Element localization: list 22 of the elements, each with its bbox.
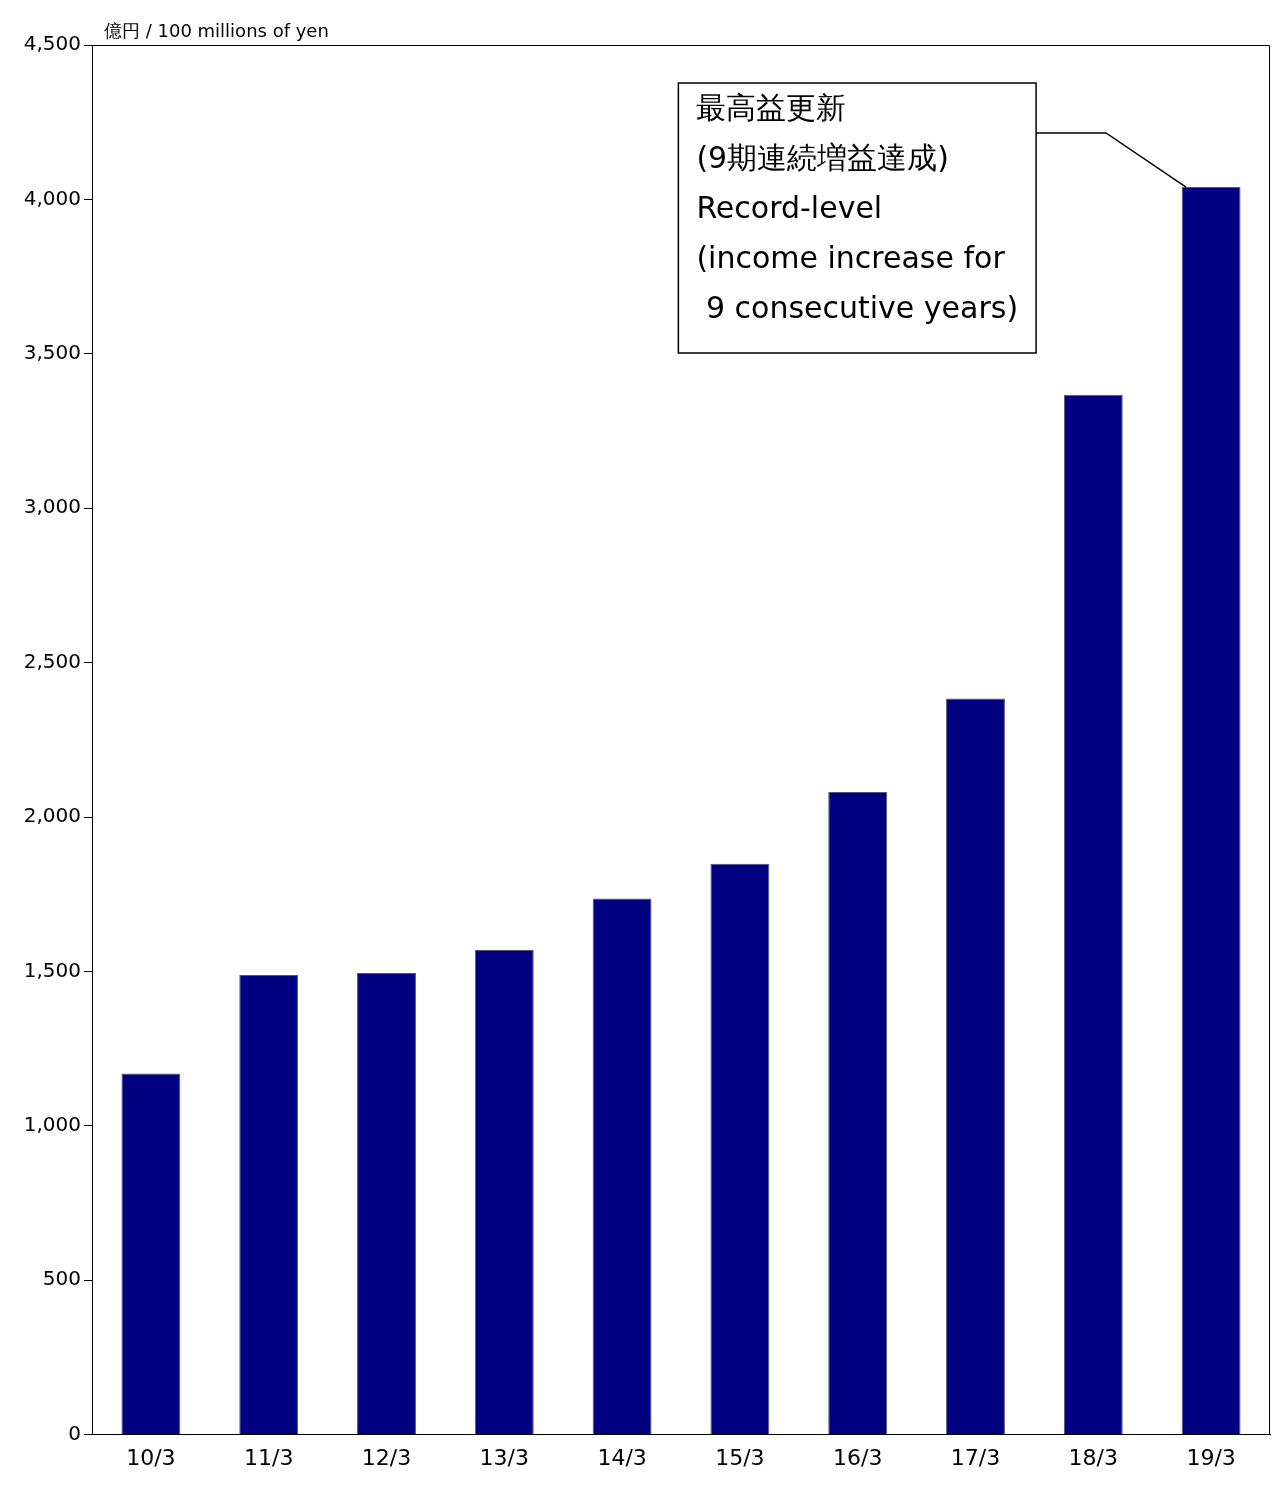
y-axis-title: 億円 / 100 millions of yen xyxy=(104,19,329,41)
x-tick-label: 13/3 xyxy=(479,1444,529,1470)
y-tick-label: 500 xyxy=(42,1266,81,1291)
x-tick-label: 14/3 xyxy=(597,1444,647,1470)
x-tick-label: 18/3 xyxy=(1068,1444,1118,1470)
y-tick-label: 1,500 xyxy=(23,957,81,982)
y-tick-label: 3,500 xyxy=(23,340,81,364)
x-tick-label: 16/3 xyxy=(833,1444,883,1470)
y-tick-label: 3,000 xyxy=(23,494,81,519)
y-tick-label: 4,000 xyxy=(23,185,81,210)
y-tick-label: 1,000 xyxy=(23,1112,81,1136)
x-tick-label: 10/3 xyxy=(126,1444,176,1470)
x-tick-label: 17/3 xyxy=(950,1444,1001,1470)
y-tick-label: 2,000 xyxy=(23,803,81,828)
annotation: 最高益更新 (9期連続増益達成) Record-level (income increase for 9 consecutive years) xyxy=(696,89,1019,325)
x-tick-label: 11/3 xyxy=(244,1444,294,1470)
x-tick-label: 15/3 xyxy=(715,1444,765,1470)
x-tick-label: 19/3 xyxy=(1186,1444,1236,1470)
y-tick-label: 0 xyxy=(68,1420,81,1445)
x-tick-label: 12/3 xyxy=(361,1444,412,1470)
y-tick-label: 2,500 xyxy=(23,648,81,673)
y-tick-label: 4,500 xyxy=(23,31,81,56)
